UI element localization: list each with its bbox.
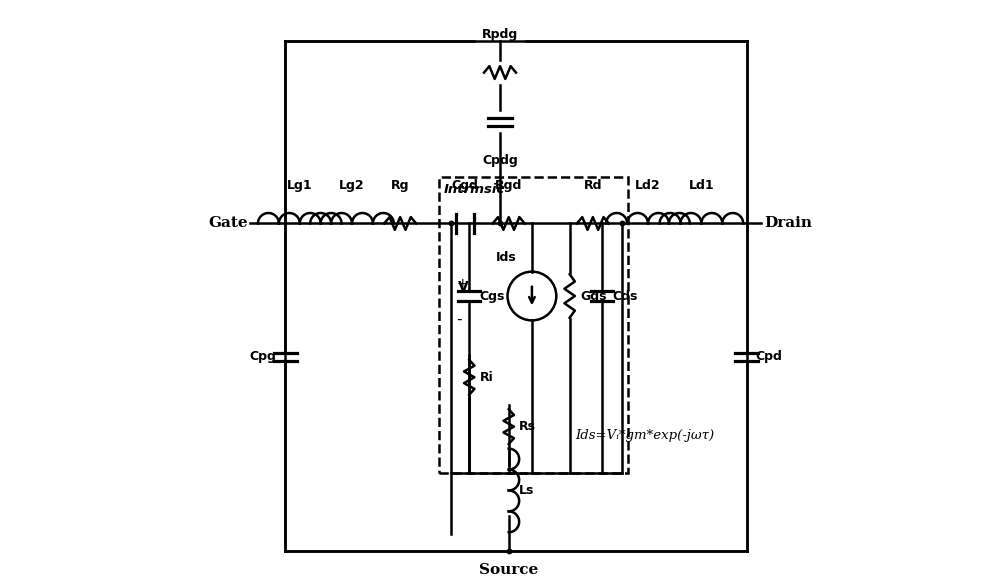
Text: Ids=Vᵢ*gm*exp(-jωτ): Ids=Vᵢ*gm*exp(-jωτ) (575, 429, 715, 442)
Text: Rpdg: Rpdg (482, 28, 518, 41)
Text: Ld2: Ld2 (635, 178, 661, 192)
Text: Lg2: Lg2 (339, 178, 365, 192)
Text: Cpg: Cpg (250, 350, 277, 364)
Text: Ids: Ids (495, 251, 516, 264)
Text: Intrinsic: Intrinsic (444, 183, 505, 196)
Text: Gate: Gate (208, 217, 248, 231)
Text: Lg1: Lg1 (287, 178, 313, 192)
Bar (439, 177, 628, 473)
Text: Cpdg: Cpdg (482, 154, 518, 167)
Text: Cgs: Cgs (480, 289, 505, 303)
Text: Rg: Rg (391, 178, 409, 192)
Text: Gds: Gds (580, 289, 607, 303)
Text: Cgd: Cgd (452, 178, 479, 192)
Text: Cds: Cds (612, 289, 637, 303)
Text: Rd: Rd (584, 178, 602, 192)
Text: -: - (456, 312, 462, 327)
Text: Ri: Ri (480, 371, 493, 384)
Text: +: + (456, 277, 468, 292)
Text: Ls: Ls (519, 484, 535, 497)
Text: Ld1: Ld1 (689, 178, 714, 192)
Text: Vᵢ: Vᵢ (458, 280, 472, 295)
Text: Source: Source (479, 563, 538, 577)
Text: Drain: Drain (764, 217, 812, 231)
Text: Cpd: Cpd (755, 350, 782, 364)
Text: Rgd: Rgd (495, 178, 522, 192)
Text: Rs: Rs (519, 420, 536, 433)
